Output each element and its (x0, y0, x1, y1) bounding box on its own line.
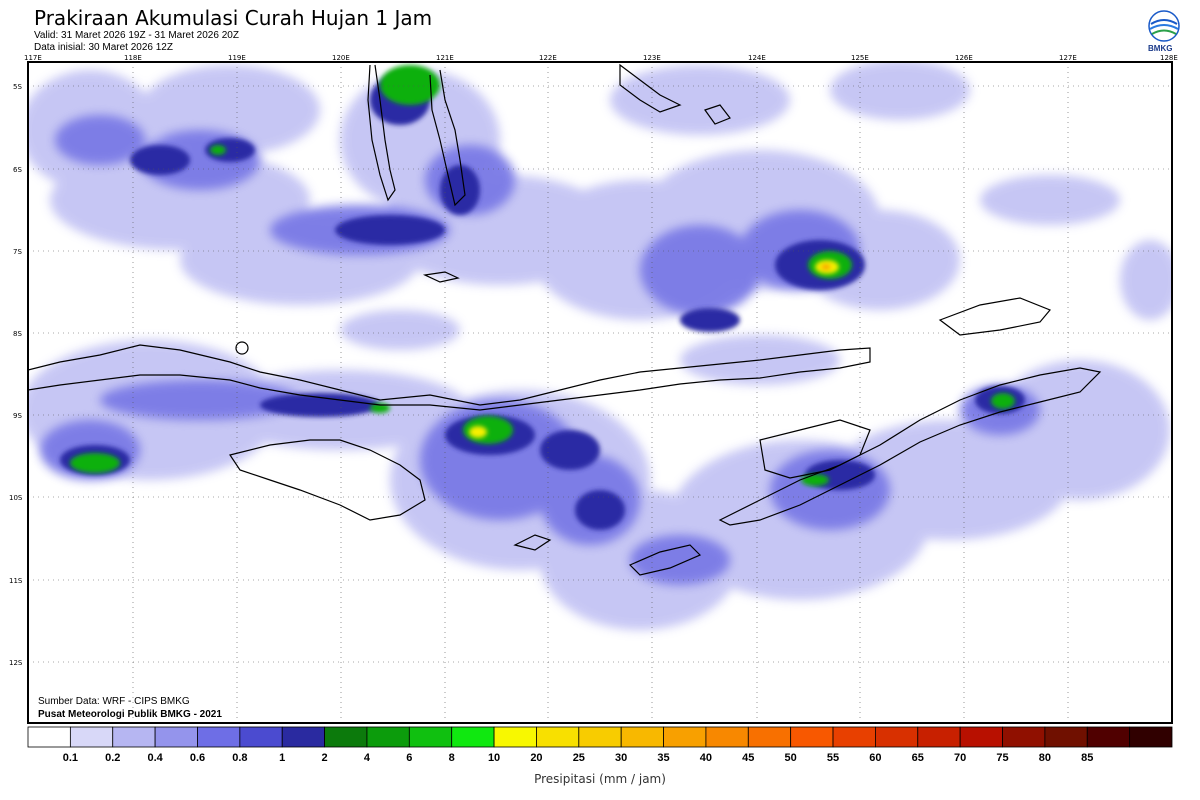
lon-label-125e: 125E (851, 54, 869, 62)
legend-swatch (705, 726, 749, 748)
lat-label-9s: 9S (13, 412, 22, 420)
latitude-labels: 5S 6S 7S 8S 9S 10S 11S 12S (9, 83, 23, 667)
lat-label-5s: 5S (13, 83, 22, 91)
legend-swatch (154, 726, 198, 748)
legend-tick-label: 65 (912, 752, 924, 764)
legend-tick-label: 0.6 (190, 752, 205, 764)
legend-tick-label: 6 (406, 752, 412, 764)
bmkg-logo (1148, 10, 1180, 42)
legend-tick-label: 30 (615, 752, 627, 764)
legend-swatch (27, 726, 71, 748)
legend-swatch (493, 726, 537, 748)
legend-swatch (790, 726, 834, 748)
lat-label-10s: 10S (9, 494, 23, 502)
lon-label-123e: 123E (643, 54, 661, 62)
valid-time: Valid: 31 Maret 2026 19Z - 31 Maret 2026… (34, 30, 239, 41)
legend-tick-label: 1 (279, 752, 285, 764)
legend-tick-label: 0.4 (147, 752, 163, 764)
source-org: Pusat Meteorologi Publik BMKG - 2021 (38, 709, 222, 720)
lon-label-128e: 128E (1160, 54, 1178, 62)
lat-label-7s: 7S (13, 248, 22, 256)
legend-swatch (1129, 726, 1173, 748)
lon-label-124e: 124E (748, 54, 766, 62)
lat-label-6s: 6S (13, 166, 22, 174)
legend-swatch (1044, 726, 1088, 748)
legend-tick-label: 0.8 (232, 752, 247, 764)
legend-tick-label: 50 (785, 752, 797, 764)
lat-label-12s: 12S (9, 659, 23, 667)
legend-swatch (239, 726, 283, 748)
longitude-labels: 117E 118E 119E 120E 121E 122E 123E 124E … (24, 54, 1178, 62)
lat-label-8s: 8S (13, 330, 22, 338)
color-legend: 0.1 0.2 0.4 0.6 0.8 1 2 4 6 8 10 20 25 30 35 40 45 50 55 60… (27, 726, 1173, 764)
lon-label-127e: 127E (1059, 54, 1077, 62)
legend-tick-label: 70 (954, 752, 966, 764)
legend-tick-label: 20 (530, 752, 542, 764)
legend-tick-label: 45 (742, 752, 754, 764)
initial-time: Data inisial: 30 Maret 2026 12Z (34, 42, 173, 53)
lon-label-126e: 126E (955, 54, 973, 62)
lon-label-121e: 121E (436, 54, 454, 62)
legend-tick-label: 75 (996, 752, 1008, 764)
legend-swatch (112, 726, 156, 748)
lon-label-117e: 117E (24, 54, 42, 62)
gridlines (28, 62, 1172, 723)
legend-swatch (747, 726, 792, 748)
bmkg-logo-text: BMKG (1148, 44, 1173, 53)
legend-tick-label: 4 (364, 752, 371, 764)
legend-swatch (917, 726, 961, 748)
legend-tick-label: 0.1 (63, 752, 78, 764)
legend-tick-label: 10 (488, 752, 500, 764)
legend-swatch (197, 726, 241, 748)
lon-label-118e: 118E (124, 54, 142, 62)
legend-swatch (1086, 726, 1131, 748)
legend-tick-label: 80 (1039, 752, 1051, 764)
legend-unit-label: Presipitasi (mm / jam) (534, 772, 666, 786)
legend-swatch (875, 726, 919, 748)
legend-tick-label: 25 (573, 752, 585, 764)
coastlines (28, 63, 1102, 576)
legend-swatch (408, 726, 453, 748)
rain-field (28, 62, 1172, 723)
lon-label-122e: 122E (539, 54, 557, 62)
legend-tick-label: 8 (449, 752, 455, 764)
legend-swatch (324, 726, 368, 748)
legend-swatch (578, 726, 622, 748)
legend-tick-label: 85 (1081, 752, 1093, 764)
legend-swatch (536, 726, 580, 748)
legend-tick-label: 40 (700, 752, 712, 764)
legend-swatch (832, 726, 876, 748)
legend-tick-label: 2 (322, 752, 328, 764)
legend-swatch (959, 726, 1003, 748)
legend-tick-label: 0.2 (105, 752, 120, 764)
legend-swatch (281, 726, 325, 748)
legend-swatch (366, 726, 410, 748)
legend-swatch (69, 726, 114, 748)
lon-label-120e: 120E (332, 54, 350, 62)
legend-swatch (451, 726, 495, 748)
legend-tick-label: 60 (869, 752, 881, 764)
lon-label-119e: 119E (228, 54, 246, 62)
lat-label-11s: 11S (9, 577, 23, 585)
legend-swatch (663, 726, 707, 748)
source-data: Sumber Data: WRF - CIPS BMKG (38, 696, 190, 707)
legend-swatch (1002, 726, 1046, 748)
legend-tick-label: 55 (827, 752, 839, 764)
legend-tick-label: 35 (657, 752, 669, 764)
legend-swatch (620, 726, 664, 748)
map-title: Prakiraan Akumulasi Curah Hujan 1 Jam (34, 6, 433, 30)
